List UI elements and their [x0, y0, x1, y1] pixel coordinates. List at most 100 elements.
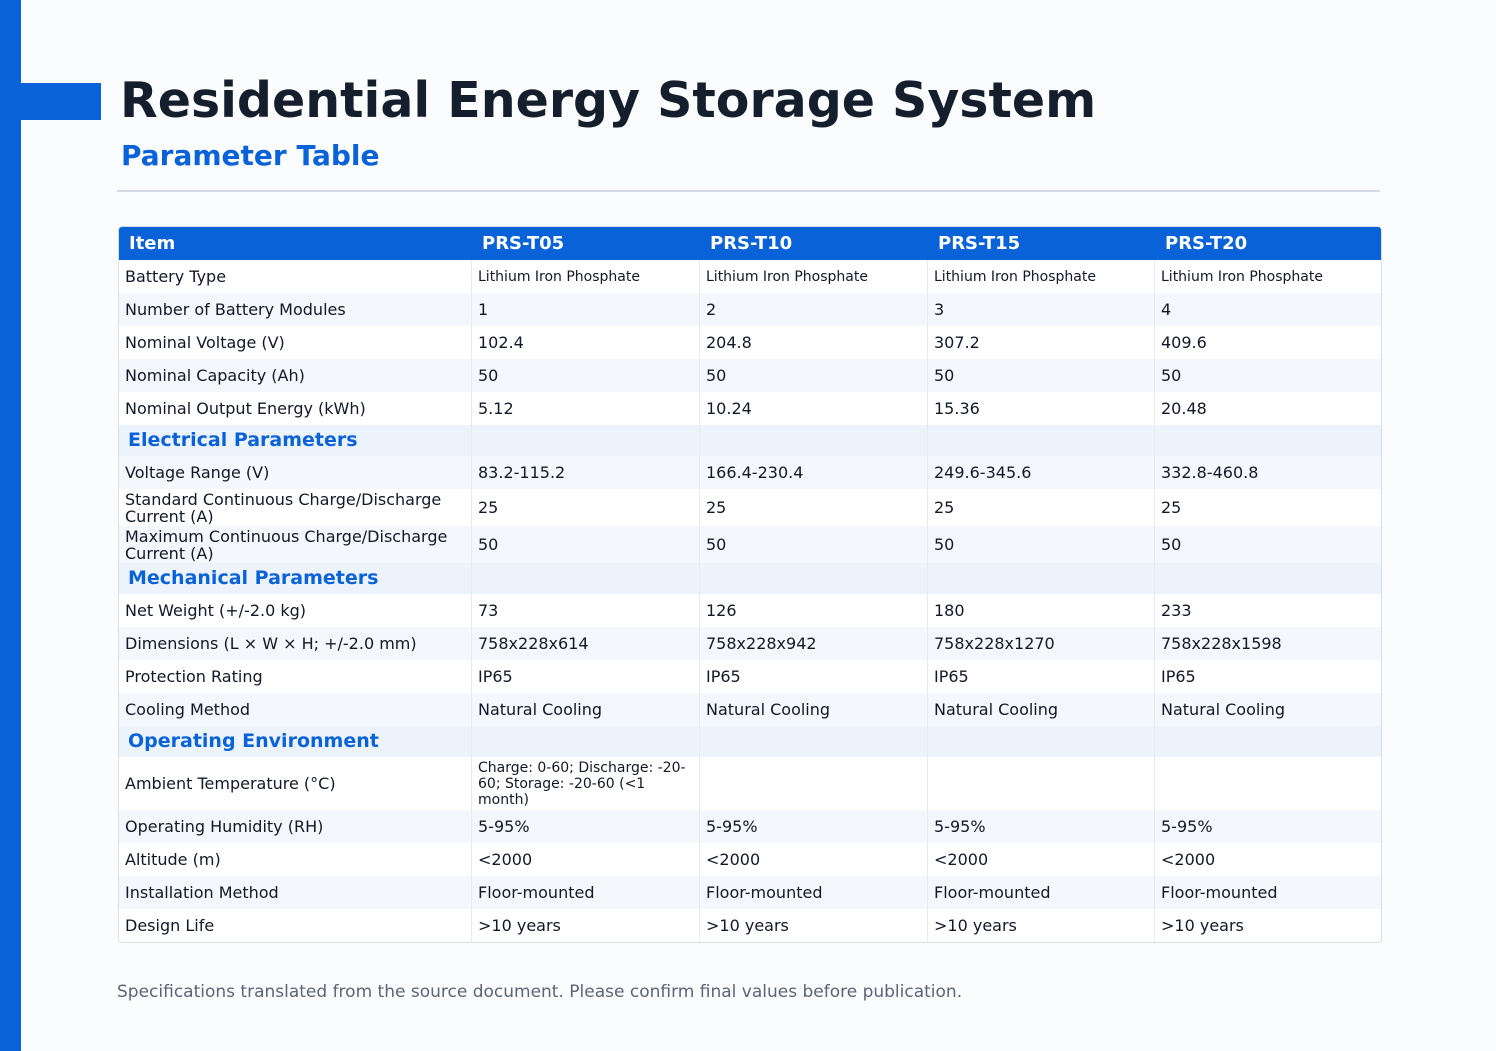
- cell: 233: [1155, 594, 1381, 627]
- section-label: Operating Environment: [119, 726, 472, 757]
- table-row: Electrical Parameters: [119, 425, 1381, 456]
- row-label: Dimensions (L × W × H; +/-2.0 mm): [119, 627, 472, 660]
- empty-cell: [928, 425, 1155, 456]
- cell: 249.6-345.6: [928, 456, 1155, 489]
- cell: IP65: [700, 660, 928, 693]
- cell: Lithium Iron Phosphate: [1155, 260, 1381, 293]
- cell: Natural Cooling: [700, 693, 928, 726]
- cell: 5-95%: [700, 810, 928, 843]
- cell: 5.12: [472, 392, 700, 425]
- section-label: Mechanical Parameters: [119, 563, 472, 594]
- row-label: Design Life: [119, 909, 472, 942]
- empty-cell: [928, 563, 1155, 594]
- cell: 758x228x1598: [1155, 627, 1381, 660]
- cell: 758x228x1270: [928, 627, 1155, 660]
- cell: 409.6: [1155, 326, 1381, 359]
- cell: 4: [1155, 293, 1381, 326]
- cell: 1: [472, 293, 700, 326]
- empty-cell: [1155, 425, 1381, 456]
- table-row: Net Weight (+/-2.0 kg) 73 126 180 233: [119, 594, 1381, 627]
- cell: <2000: [928, 843, 1155, 876]
- table-row: Nominal Output Energy (kWh) 5.12 10.24 15.3…: [119, 392, 1381, 425]
- cell: IP65: [1155, 660, 1381, 693]
- cell: <2000: [472, 843, 700, 876]
- cell: 180: [928, 594, 1155, 627]
- row-label: Ambient Temperature (°C): [119, 757, 472, 810]
- table-row: Altitude (m) <2000 <2000 <2000 <2000: [119, 843, 1381, 876]
- empty-cell: [1155, 563, 1381, 594]
- cell: 50: [928, 526, 1155, 563]
- cell: IP65: [472, 660, 700, 693]
- table-row: Maximum Continuous Charge/Discharge Curr…: [119, 526, 1381, 563]
- table-row: Operating Humidity (RH) 5-95% 5-95% 5-95% 5-…: [119, 810, 1381, 843]
- cell: Lithium Iron Phosphate: [928, 260, 1155, 293]
- row-label: Net Weight (+/-2.0 kg): [119, 594, 472, 627]
- cell: Floor-mounted: [472, 876, 700, 909]
- cell: 50: [472, 526, 700, 563]
- cell: 73: [472, 594, 700, 627]
- cell: <2000: [1155, 843, 1381, 876]
- cell: Lithium Iron Phosphate: [472, 260, 700, 293]
- table-row: Protection Rating IP65 IP65 IP65 IP65: [119, 660, 1381, 693]
- cell: 758x228x942: [700, 627, 928, 660]
- cell: 50: [1155, 526, 1381, 563]
- column-header: PRS-T20: [1155, 227, 1381, 260]
- cell: >10 years: [700, 909, 928, 942]
- cell: Floor-mounted: [1155, 876, 1381, 909]
- cell: 25: [1155, 489, 1381, 526]
- table-row: Nominal Capacity (Ah) 50 50 50 50: [119, 359, 1381, 392]
- cell: 83.2-115.2: [472, 456, 700, 489]
- row-label: Number of Battery Modules: [119, 293, 472, 326]
- empty-cell: [928, 757, 1155, 810]
- empty-cell: [472, 425, 700, 456]
- table-row: Mechanical Parameters: [119, 563, 1381, 594]
- cell: 126: [700, 594, 928, 627]
- cell: 10.24: [700, 392, 928, 425]
- column-header: Item: [119, 227, 472, 260]
- row-label: Nominal Output Energy (kWh): [119, 392, 472, 425]
- cell: 102.4: [472, 326, 700, 359]
- section-label: Electrical Parameters: [119, 425, 472, 456]
- table-row: Nominal Voltage (V) 102.4 204.8 307.2 409.6: [119, 326, 1381, 359]
- cell: 2: [700, 293, 928, 326]
- row-label: Nominal Capacity (Ah): [119, 359, 472, 392]
- cell: >10 years: [1155, 909, 1381, 942]
- cell: Floor-mounted: [928, 876, 1155, 909]
- table-row: Voltage Range (V) 83.2-115.2 166.4-230.4 24…: [119, 456, 1381, 489]
- empty-cell: [472, 726, 700, 757]
- cell: Natural Cooling: [1155, 693, 1381, 726]
- row-label: Operating Humidity (RH): [119, 810, 472, 843]
- side-bar: [0, 0, 21, 1051]
- cell: 3: [928, 293, 1155, 326]
- empty-cell: [700, 425, 928, 456]
- table-row: Installation Method Floor-mounted Floor-mo…: [119, 876, 1381, 909]
- cell: 50: [1155, 359, 1381, 392]
- cell: >10 years: [928, 909, 1155, 942]
- empty-cell: [700, 726, 928, 757]
- cell: 50: [928, 359, 1155, 392]
- row-label: Battery Type: [119, 260, 472, 293]
- row-label: Nominal Voltage (V): [119, 326, 472, 359]
- cell: 50: [700, 359, 928, 392]
- row-label: Cooling Method: [119, 693, 472, 726]
- column-header: PRS-T15: [928, 227, 1155, 260]
- cell: IP65: [928, 660, 1155, 693]
- column-header: PRS-T10: [700, 227, 928, 260]
- table-row: Ambient Temperature (°C) Charge: 0-60; Di…: [119, 757, 1381, 810]
- cell: 758x228x614: [472, 627, 700, 660]
- cell: Lithium Iron Phosphate: [700, 260, 928, 293]
- cell: 166.4-230.4: [700, 456, 928, 489]
- table-row: Operating Environment: [119, 726, 1381, 757]
- cell: 25: [700, 489, 928, 526]
- empty-cell: [700, 563, 928, 594]
- cell: 5-95%: [472, 810, 700, 843]
- footnote: Specifications translated from the sourc…: [117, 982, 963, 1002]
- table-row: Design Life >10 years >10 years >10 years >1…: [119, 909, 1381, 942]
- cell: Natural Cooling: [472, 693, 700, 726]
- cell: 5-95%: [928, 810, 1155, 843]
- cell: 5-95%: [1155, 810, 1381, 843]
- table-row: Cooling Method Natural Cooling Natural Coo…: [119, 693, 1381, 726]
- cell: 307.2: [928, 326, 1155, 359]
- empty-cell: [1155, 726, 1381, 757]
